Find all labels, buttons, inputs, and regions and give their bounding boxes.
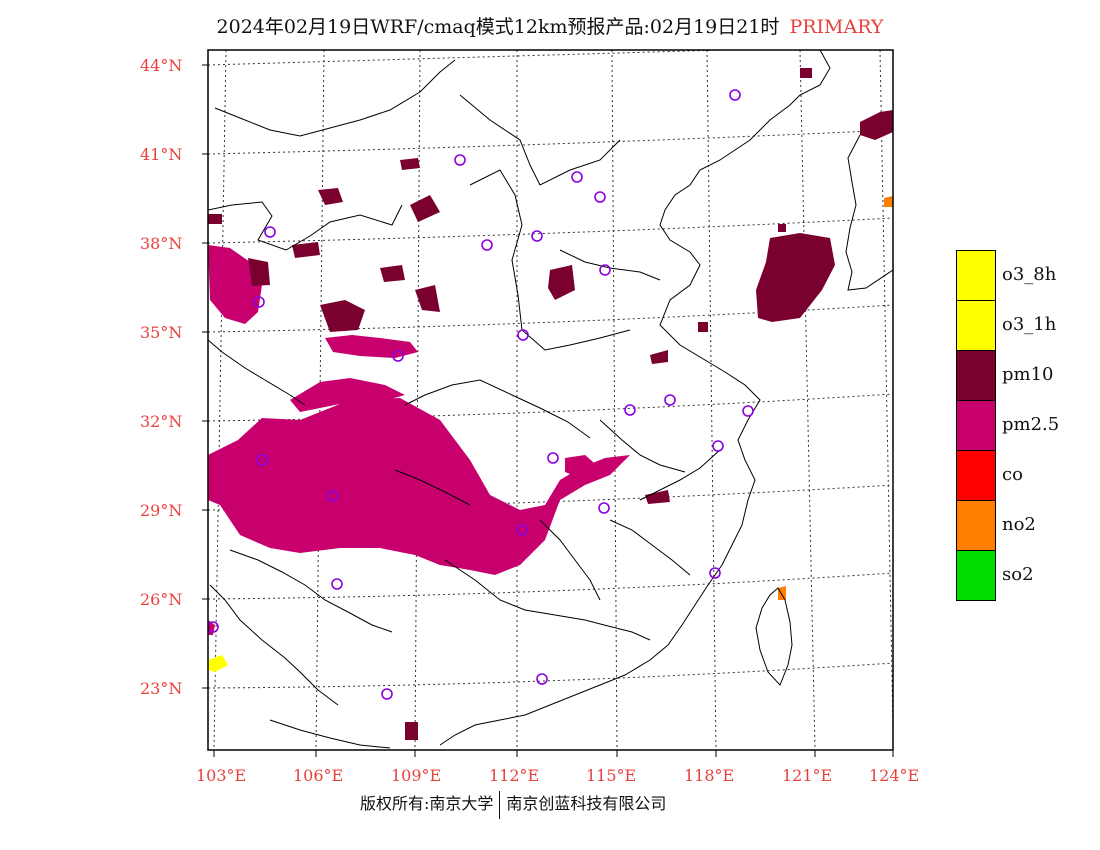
lon-label-106: 106°E: [293, 766, 344, 785]
lat-label-44: 44°N: [140, 56, 183, 75]
lat-label-29: 29°N: [140, 501, 183, 520]
legend-swatch-o3-1h: [956, 300, 996, 351]
pm10-field: [208, 68, 893, 740]
coastline-borders: [208, 50, 893, 749]
footer-left: 版权所有:南京大学: [360, 794, 494, 813]
graticule-lon: [213, 50, 893, 750]
graticule-lat: [208, 50, 893, 689]
lon-label-103: 103°E: [196, 766, 247, 785]
lat-label-32: 32°N: [140, 412, 183, 431]
legend-swatch-o3-8h: [956, 250, 996, 301]
station-markers: [208, 89, 754, 700]
lat-label-23: 23°N: [140, 679, 183, 698]
footer-right: 南京创蓝科技有限公司: [506, 794, 667, 813]
legend-label-pm25: pm2.5: [1002, 414, 1060, 435]
map-title: 2024年02月19日WRF/cmaq模式12km预报产品:02月19日21时 P…: [0, 12, 1100, 39]
lon-label-124: 124°E: [869, 766, 920, 785]
legend-swatch-pm25: [956, 400, 996, 451]
legend-label-no2: no2: [1002, 514, 1036, 535]
legend-label-so2: so2: [1002, 564, 1034, 585]
title-primary-tag: PRIMARY: [789, 16, 884, 38]
legend-swatch-pm10: [956, 350, 996, 401]
legend-label-o3-8h: o3_8h: [1002, 264, 1057, 285]
legend-label-co: co: [1002, 464, 1023, 485]
no2-field: [778, 196, 893, 600]
lon-label-109: 109°E: [391, 766, 442, 785]
legend-label-pm10: pm10: [1002, 364, 1054, 385]
lat-label-38: 38°N: [140, 234, 183, 253]
lon-label-112: 112°E: [489, 766, 540, 785]
map-frame: [207, 49, 894, 751]
legend-swatch-no2: [956, 500, 996, 551]
footer-separator: [499, 790, 501, 819]
copyright-footer: 版权所有:南京大学 南京创蓝科技有限公司: [360, 790, 666, 819]
lat-label-35: 35°N: [140, 323, 183, 342]
lon-label-121: 121°E: [782, 766, 833, 785]
legend-swatch-so2: [956, 550, 996, 601]
legend-swatch-co: [956, 450, 996, 501]
lat-label-41: 41°N: [140, 145, 183, 164]
pm25-field: [208, 245, 630, 635]
o3-field: [208, 655, 228, 672]
lat-label-26: 26°N: [140, 590, 183, 609]
legend-label-o3-1h: o3_1h: [1002, 314, 1057, 335]
lon-label-115: 115°E: [586, 766, 637, 785]
lon-label-118: 118°E: [684, 766, 735, 785]
title-main: 2024年02月19日WRF/cmaq模式12km预报产品:02月19日21时: [216, 16, 780, 38]
